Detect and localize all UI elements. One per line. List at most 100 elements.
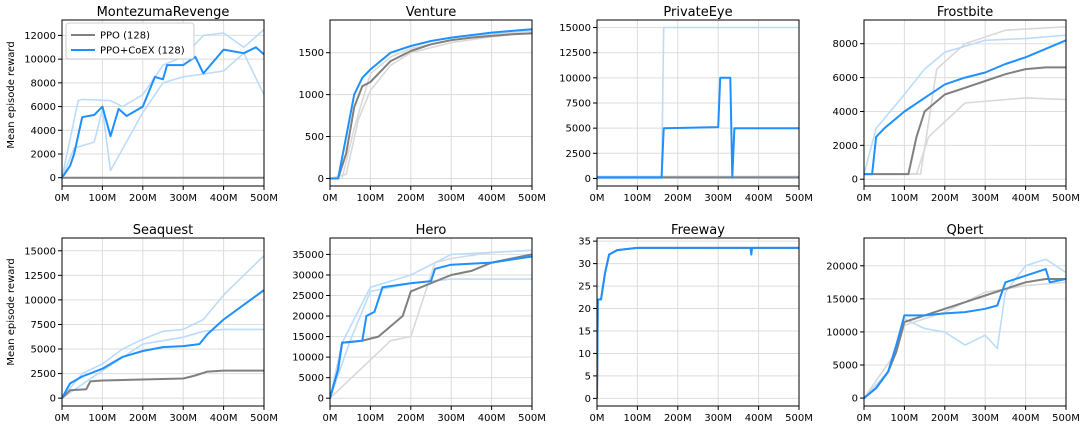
panel-title: PrivateEye [663, 5, 732, 20]
y-tick-label: 0 [852, 394, 858, 405]
series-line-coex [62, 289, 264, 399]
y-tick-label: 15000 [826, 294, 858, 305]
seed-line-coex [62, 255, 264, 399]
y-tick-label: 4000 [833, 107, 858, 118]
y-tick-label: 5000 [833, 360, 858, 371]
x-tick-label: 0M [323, 193, 338, 204]
x-tick-label: 0M [55, 413, 70, 424]
x-tick-label: 300M [971, 413, 999, 424]
x-tick-label: 100M [357, 413, 385, 424]
x-tick-label: 200M [397, 413, 425, 424]
panel-hero: 0M 100M 200M 300M 400M 500M 0 5000 10000 15000 200… [292, 223, 546, 424]
y-tick-label: 5 [585, 371, 591, 382]
y-tick-label: 10000 [826, 327, 858, 338]
legend-label-ppo: PPO (128) [100, 31, 150, 42]
y-tick-label: 12500 [24, 271, 56, 282]
x-tick-label: 300M [971, 193, 999, 204]
plot-area [62, 255, 264, 399]
x-tick-label: 500M [785, 193, 813, 204]
seed-line-coex [597, 26, 799, 180]
x-tick-label: 200M [931, 193, 959, 204]
x-tick-label: 200M [397, 193, 425, 204]
y-tick-label: 12500 [559, 48, 591, 59]
x-tick-label: 200M [664, 413, 692, 424]
y-tick-label: 0 [852, 175, 858, 186]
y-tick-label: 7500 [566, 99, 591, 110]
x-tick-label: 500M [518, 413, 546, 424]
y-tick-label: 15000 [292, 332, 324, 343]
y-tick-label: 15000 [24, 246, 56, 257]
y-tick-label: 10 [578, 349, 591, 360]
axes-frame [863, 237, 1067, 407]
plot-area [62, 28, 264, 179]
x-tick-label: 100M [357, 193, 385, 204]
x-tick-label: 0M [857, 413, 872, 424]
x-tick-label: 200M [664, 193, 692, 204]
axes-frame [61, 237, 265, 407]
y-tick-label: 2000 [833, 141, 858, 152]
seed-line-coex [62, 52, 264, 179]
axes-frame [329, 237, 533, 407]
seed-line-ppo [864, 26, 1066, 175]
y-tick-label: 25 [578, 282, 591, 293]
y-tick-label: 0 [50, 173, 56, 184]
plot-area [330, 28, 532, 180]
axes-frame [596, 237, 800, 407]
seed-line-coex [864, 34, 1066, 175]
x-tick-label: 100M [891, 193, 919, 204]
x-tick-label: 400M [745, 193, 773, 204]
panel-freeway: 0M 100M 200M 300M 400M 500M 0 5 10 15 20 25 30 35 Free… [578, 223, 813, 424]
x-tick-label: 200M [129, 413, 157, 424]
x-tick-label: 300M [169, 413, 197, 424]
y-tick-label: 5000 [566, 124, 591, 135]
x-tick-label: 100M [891, 413, 919, 424]
y-tick-label: 20000 [292, 312, 324, 323]
axes-frame [329, 19, 533, 187]
y-tick-label: 500 [305, 132, 324, 143]
series-line-ppo [62, 369, 264, 399]
plot-area [864, 258, 1066, 399]
seed-line-ppo [330, 249, 532, 399]
y-tick-label: 0 [585, 394, 591, 405]
y-tick-label: 1000 [299, 90, 324, 101]
x-tick-label: 400M [1012, 193, 1040, 204]
series-line-coex [597, 246, 799, 399]
y-tick-label: 7500 [31, 320, 56, 331]
x-tick-label: 400M [478, 413, 506, 424]
x-tick-label: 300M [704, 413, 732, 424]
y-tick-label: 8000 [833, 39, 858, 50]
x-tick-label: 100M [624, 193, 652, 204]
x-tick-label: 500M [1052, 193, 1080, 204]
y-tick-label: 35 [578, 237, 591, 248]
panel-frostbite: 0M 100M 200M 300M 400M 500M 0 2000 4000 6000 8000 F… [833, 5, 1080, 204]
panel-title: Qbert [947, 223, 984, 238]
y-tick-label: 0 [50, 394, 56, 405]
y-tick-label: 6000 [31, 102, 56, 113]
axes-frame [61, 19, 265, 187]
panel-title: Frostbite [937, 5, 993, 20]
y-tick-label: 15 [578, 326, 591, 337]
x-tick-label: 500M [250, 413, 278, 424]
x-tick-label: 300M [437, 413, 465, 424]
x-tick-label: 500M [1052, 413, 1080, 424]
legend-box [65, 22, 195, 60]
x-tick-label: 500M [518, 193, 546, 204]
x-tick-label: 100M [624, 413, 652, 424]
y-tick-label: 2500 [566, 149, 591, 160]
y-tick-label: 25000 [292, 291, 324, 302]
x-tick-label: 200M [931, 413, 959, 424]
series-line-ppo [864, 278, 1066, 399]
panel-title: Seaquest [133, 223, 194, 238]
y-tick-label: 35000 [292, 250, 324, 261]
legend: PPO (128) PPO+CoEX (128) [65, 22, 195, 60]
x-tick-label: 400M [478, 193, 506, 204]
series-line-coex [330, 28, 532, 180]
x-tick-label: 0M [323, 413, 338, 424]
series-line-ppo [330, 32, 532, 180]
x-tick-label: 300M [437, 193, 465, 204]
panel-venture: 0M 100M 200M 300M 400M 500M 0 500 1000 1500 Ventur… [299, 5, 546, 204]
y-tick-label: 8000 [31, 78, 56, 89]
x-tick-label: 0M [590, 413, 605, 424]
x-tick-label: 0M [857, 193, 872, 204]
